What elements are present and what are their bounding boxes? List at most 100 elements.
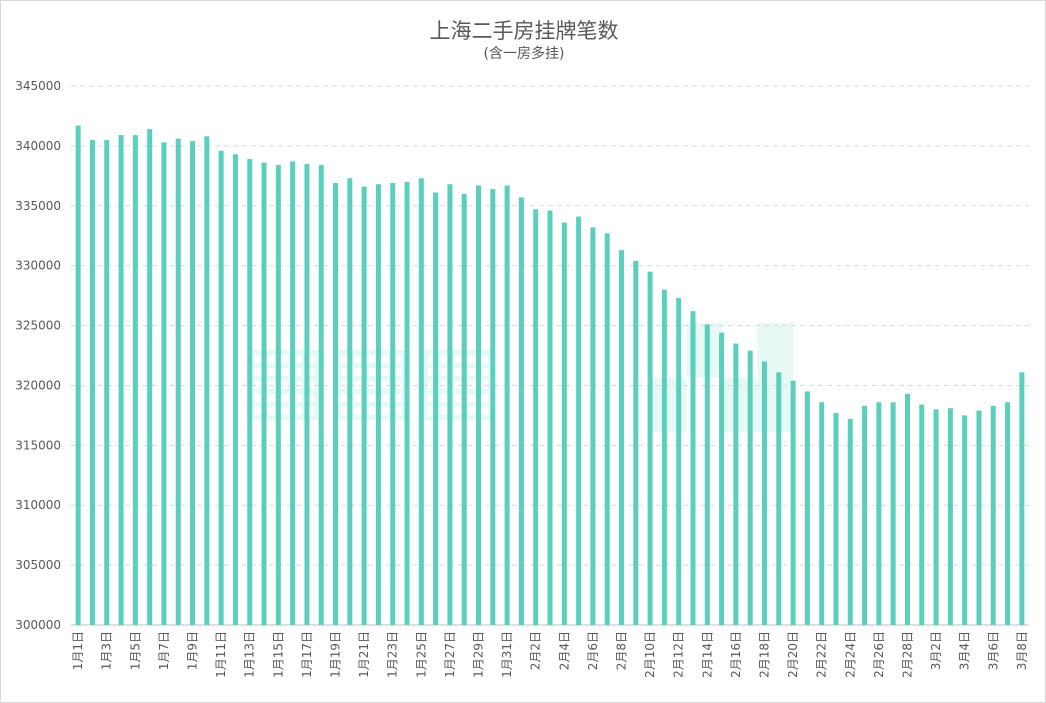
bar (361, 186, 367, 625)
bar (547, 210, 553, 625)
bar (576, 216, 582, 625)
bar (990, 405, 996, 625)
x-tick-label: 1月23日 (386, 631, 400, 678)
bar (661, 289, 667, 625)
y-tick-label: 320000 (15, 378, 61, 392)
bar (790, 380, 796, 625)
y-tick-label: 345000 (15, 79, 61, 93)
bar (919, 404, 925, 625)
bar (104, 139, 110, 625)
x-tick-label: 3月4日 (958, 631, 972, 670)
bar (618, 250, 624, 625)
x-axis: 1月1日 1月3日 1月5日 1月7日 1月9日 1月11日 1月13日 1月15日 1月17日… (71, 631, 1029, 678)
bar (590, 227, 596, 626)
bar (847, 418, 853, 625)
bar (761, 361, 767, 625)
bar (876, 402, 882, 625)
x-tick-label: 2月18日 (757, 631, 771, 678)
x-tick-label: 1月27日 (443, 631, 457, 678)
x-tick-label: 1月9日 (186, 631, 200, 670)
bar (132, 135, 138, 625)
x-tick-label: 3月8日 (1015, 631, 1029, 670)
bar-series (75, 125, 1025, 626)
bar (290, 161, 296, 625)
watermark: ▦▦▦ ▞▟ (241, 322, 794, 432)
x-tick-label: 1月7日 (157, 631, 171, 670)
bar (1005, 402, 1011, 625)
bar (962, 415, 968, 625)
svg-text:▦▦▦: ▦▦▦ (241, 324, 502, 431)
x-tick-label: 2月14日 (700, 631, 714, 678)
bar (719, 332, 725, 625)
y-tick-label: 325000 (15, 319, 61, 333)
bar (161, 142, 167, 625)
bar (275, 165, 281, 625)
bar (190, 141, 196, 625)
bar (704, 324, 710, 625)
bar (404, 181, 410, 626)
x-tick-label: 2月2日 (529, 631, 543, 670)
bar (147, 129, 153, 625)
x-tick-label: 2月16日 (729, 631, 743, 678)
bar (976, 410, 982, 625)
bar (733, 343, 739, 625)
bar (304, 163, 310, 625)
x-tick-label: 3月2日 (929, 631, 943, 670)
x-tick-label: 2月26日 (872, 631, 886, 678)
bar (461, 193, 467, 626)
chart-subtitle: (含一房多挂) (483, 46, 565, 62)
y-tick-label: 340000 (15, 139, 61, 153)
x-tick-label: 1月19日 (329, 631, 343, 678)
x-tick-label: 1月3日 (100, 631, 114, 670)
bar (232, 154, 238, 626)
bar (490, 189, 496, 625)
x-tick-label: 2月10日 (643, 631, 657, 678)
x-tick-label: 1月15日 (271, 631, 285, 678)
y-tick-label: 330000 (15, 259, 61, 273)
bar (904, 393, 910, 625)
bar (75, 125, 81, 625)
bar (533, 209, 539, 626)
bar (947, 408, 953, 625)
chart-title: 上海二手房挂牌笔数 (429, 19, 619, 43)
bar (833, 412, 839, 625)
x-tick-label: 1月21日 (357, 631, 371, 678)
bar (333, 183, 339, 625)
bar (690, 311, 696, 625)
bar (518, 197, 524, 626)
x-tick-label: 2月20日 (786, 631, 800, 678)
bar (261, 162, 267, 625)
bar (747, 350, 753, 625)
bar (604, 233, 610, 625)
bar (418, 178, 424, 625)
x-tick-label: 2月12日 (672, 631, 686, 678)
x-tick-label: 1月17日 (300, 631, 314, 678)
bar (375, 184, 381, 625)
bar (318, 165, 324, 625)
x-tick-label: 2月8日 (614, 631, 628, 670)
bar (676, 298, 682, 625)
x-tick-label: 1月1日 (71, 631, 85, 670)
x-tick-label: 1月29日 (472, 631, 486, 678)
bar (561, 222, 567, 625)
bar (433, 192, 439, 625)
x-tick-label: 2月28日 (900, 631, 914, 678)
bar (647, 271, 653, 625)
x-tick-label: 2月24日 (843, 631, 857, 678)
y-tick-label: 310000 (15, 498, 61, 512)
x-tick-label: 1月5日 (128, 631, 142, 670)
bar (204, 136, 210, 625)
bar (89, 139, 95, 625)
y-tick-label: 335000 (15, 199, 61, 213)
y-tick-label: 300000 (15, 618, 61, 632)
x-tick-label: 1月11日 (214, 631, 228, 678)
bar (804, 391, 810, 625)
x-tick-label: 2月4日 (557, 631, 571, 670)
x-tick-label: 1月31日 (500, 631, 514, 678)
y-tick-label: 305000 (15, 558, 61, 572)
bar (819, 402, 825, 625)
bar (118, 135, 124, 625)
y-tick-label: 315000 (15, 438, 61, 452)
bar (476, 185, 482, 625)
